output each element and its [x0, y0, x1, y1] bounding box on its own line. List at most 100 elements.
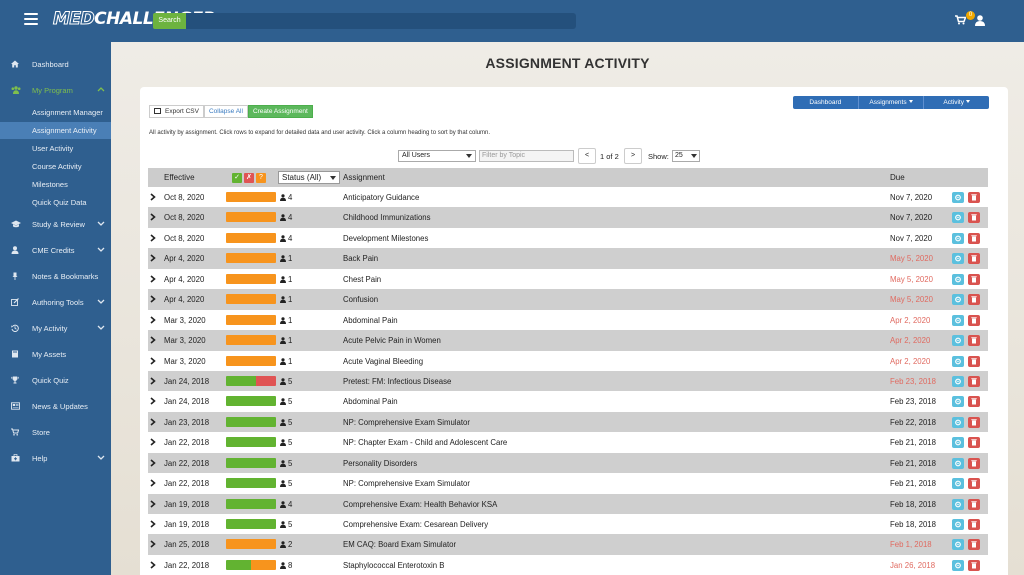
delete-button[interactable] [968, 355, 980, 367]
expand-chevron-icon[interactable] [150, 193, 156, 201]
delete-button[interactable] [968, 457, 980, 469]
settings-button[interactable] [952, 273, 964, 285]
delete-button[interactable] [968, 335, 980, 347]
expand-chevron-icon[interactable] [150, 377, 156, 385]
expand-chevron-icon[interactable] [150, 438, 156, 446]
table-row[interactable]: Jan 22, 2018 5 NP: Chapter Exam - Child an… [148, 432, 988, 452]
settings-button[interactable] [952, 539, 964, 551]
table-row[interactable]: Jan 22, 2018 5 Personality Disorders Feb 21… [148, 452, 988, 474]
complete-status-icon[interactable]: ✓ [232, 173, 242, 183]
sidebar-item-my-assets[interactable]: My Assets [0, 346, 111, 364]
prev-page-button[interactable]: < [578, 148, 596, 164]
settings-button[interactable] [952, 355, 964, 367]
delete-button[interactable] [968, 519, 980, 530]
expand-chevron-icon[interactable] [150, 561, 156, 569]
nav-dashboard-button[interactable]: Dashboard [793, 96, 859, 109]
sidebar-item-authoring-tools[interactable]: Authoring Tools [0, 294, 111, 312]
expand-chevron-icon[interactable] [150, 213, 156, 222]
page-size-select[interactable]: 25 [672, 150, 700, 162]
sidebar-item-my-program[interactable]: My Program [0, 82, 111, 100]
sidebar-item-study-review[interactable]: Study & Review [0, 216, 111, 234]
settings-button[interactable] [952, 294, 964, 306]
settings-button[interactable] [952, 396, 964, 408]
expand-chevron-icon[interactable] [150, 397, 156, 405]
sidebar-subitem-quick-quiz-data[interactable]: Quick Quiz Data [32, 198, 87, 207]
delete-button[interactable] [968, 498, 980, 510]
table-row[interactable]: Oct 8, 2020 4 Anticipatory Guidance Nov 7, … [148, 187, 988, 207]
table-row[interactable]: Oct 8, 2020 4 Development Milestones Nov 7,… [148, 228, 988, 248]
table-row[interactable]: Jan 22, 2018 5 NP: Comprehensive Exam Simu… [148, 473, 988, 493]
settings-button[interactable] [952, 519, 964, 530]
search-input[interactable] [186, 13, 576, 29]
unknown-status-icon[interactable]: ? [256, 173, 266, 183]
nav-assignments-dropdown[interactable]: Assignments [859, 96, 925, 109]
table-row[interactable]: Jan 24, 2018 5 Abdominal Pain Feb 23, 2018 [148, 391, 988, 411]
sidebar-subitem-user-activity[interactable]: User Activity [32, 144, 74, 153]
header-assignment[interactable]: Assignment [343, 173, 385, 182]
cart-icon[interactable] [955, 15, 966, 25]
expand-chevron-icon[interactable] [150, 459, 156, 467]
delete-button[interactable] [968, 416, 980, 428]
delete-button[interactable] [968, 294, 980, 306]
table-row[interactable]: Mar 3, 2020 1 Acute Pelvic Pain in Women Ap… [148, 330, 988, 351]
table-row[interactable]: Mar 3, 2020 1 Acute Vaginal Bleeding Apr 2,… [148, 351, 988, 371]
table-row[interactable]: Jan 19, 2018 5 Comprehensive Exam: Cesarea… [148, 514, 988, 534]
delete-button[interactable] [968, 192, 980, 203]
next-page-button[interactable]: > [624, 148, 642, 164]
delete-button[interactable] [968, 396, 980, 408]
table-row[interactable]: Jan 22, 2018 8 Staphylococcal Enterotoxin … [148, 555, 988, 575]
settings-button[interactable] [952, 559, 964, 571]
settings-button[interactable] [952, 478, 964, 490]
search-button[interactable]: Search [153, 13, 186, 29]
settings-button[interactable] [952, 314, 964, 326]
sidebar-item-cme-credits[interactable]: CME Credits [0, 242, 111, 260]
sidebar-item-notes-bookmarks[interactable]: Notes & Bookmarks [0, 268, 111, 286]
delete-button[interactable] [968, 559, 980, 571]
user-icon[interactable] [975, 15, 985, 26]
topic-filter-input[interactable]: Filter by Topic [479, 150, 574, 162]
expand-chevron-icon[interactable] [150, 295, 156, 303]
delete-button[interactable] [968, 273, 980, 285]
settings-button[interactable] [952, 375, 964, 387]
sidebar-item-store[interactable]: Store [0, 424, 111, 442]
delete-button[interactable] [968, 212, 980, 224]
sidebar-item-dashboard[interactable]: Dashboard [0, 56, 111, 74]
table-row[interactable]: Apr 4, 2020 1 Chest Pain May 5, 2020 [148, 269, 988, 289]
sidebar-item-my-activity[interactable]: My Activity [0, 320, 111, 338]
delete-button[interactable] [968, 375, 980, 387]
settings-button[interactable] [952, 192, 964, 203]
header-due[interactable]: Due [890, 173, 905, 182]
delete-button[interactable] [968, 314, 980, 326]
table-row[interactable]: Oct 8, 2020 4 Childhood Immunizations Nov 7… [148, 207, 988, 228]
expand-chevron-icon[interactable] [150, 540, 156, 549]
expand-chevron-icon[interactable] [150, 316, 156, 324]
delete-button[interactable] [968, 232, 980, 244]
settings-button[interactable] [952, 437, 964, 449]
settings-button[interactable] [952, 232, 964, 244]
table-row[interactable]: Apr 4, 2020 1 Confusion May 5, 2020 [148, 289, 988, 310]
table-row[interactable]: Jan 24, 2018 5 Pretest: FM: Infectious Dis… [148, 370, 988, 392]
expand-chevron-icon[interactable] [150, 479, 156, 487]
expand-chevron-icon[interactable] [150, 254, 156, 262]
sidebar-item-quick-quiz[interactable]: Quick Quiz [0, 372, 111, 390]
status-filter-select[interactable]: Status (All) [278, 171, 340, 184]
sidebar-item-help[interactable]: Help [0, 450, 111, 468]
header-effective[interactable]: Effective [164, 173, 195, 182]
expand-chevron-icon[interactable] [150, 234, 156, 242]
table-row[interactable]: Apr 4, 2020 1 Back Pain May 5, 2020 [148, 248, 988, 269]
menu-icon[interactable] [24, 13, 38, 25]
users-select[interactable]: All Users [398, 150, 476, 162]
delete-button[interactable] [968, 539, 980, 551]
expand-chevron-icon[interactable] [150, 336, 156, 344]
sidebar-subitem-milestones[interactable]: Milestones [32, 180, 68, 189]
table-row[interactable]: Jan 19, 2018 4 Comprehensive Exam: Health … [148, 493, 988, 514]
table-row[interactable]: Jan 25, 2018 2 EM CAQ: Board Exam Simulato… [148, 534, 988, 555]
settings-button[interactable] [952, 335, 964, 347]
create-assignment-button[interactable]: Create Assignment [247, 105, 313, 118]
expand-chevron-icon[interactable] [150, 418, 156, 426]
sidebar-subitem-course-activity[interactable]: Course Activity [32, 162, 82, 171]
expand-chevron-icon[interactable] [150, 356, 156, 365]
delete-button[interactable] [968, 437, 980, 449]
table-row[interactable]: Mar 3, 2020 1 Abdominal Pain Apr 2, 2020 [148, 310, 988, 330]
settings-button[interactable] [952, 498, 964, 510]
